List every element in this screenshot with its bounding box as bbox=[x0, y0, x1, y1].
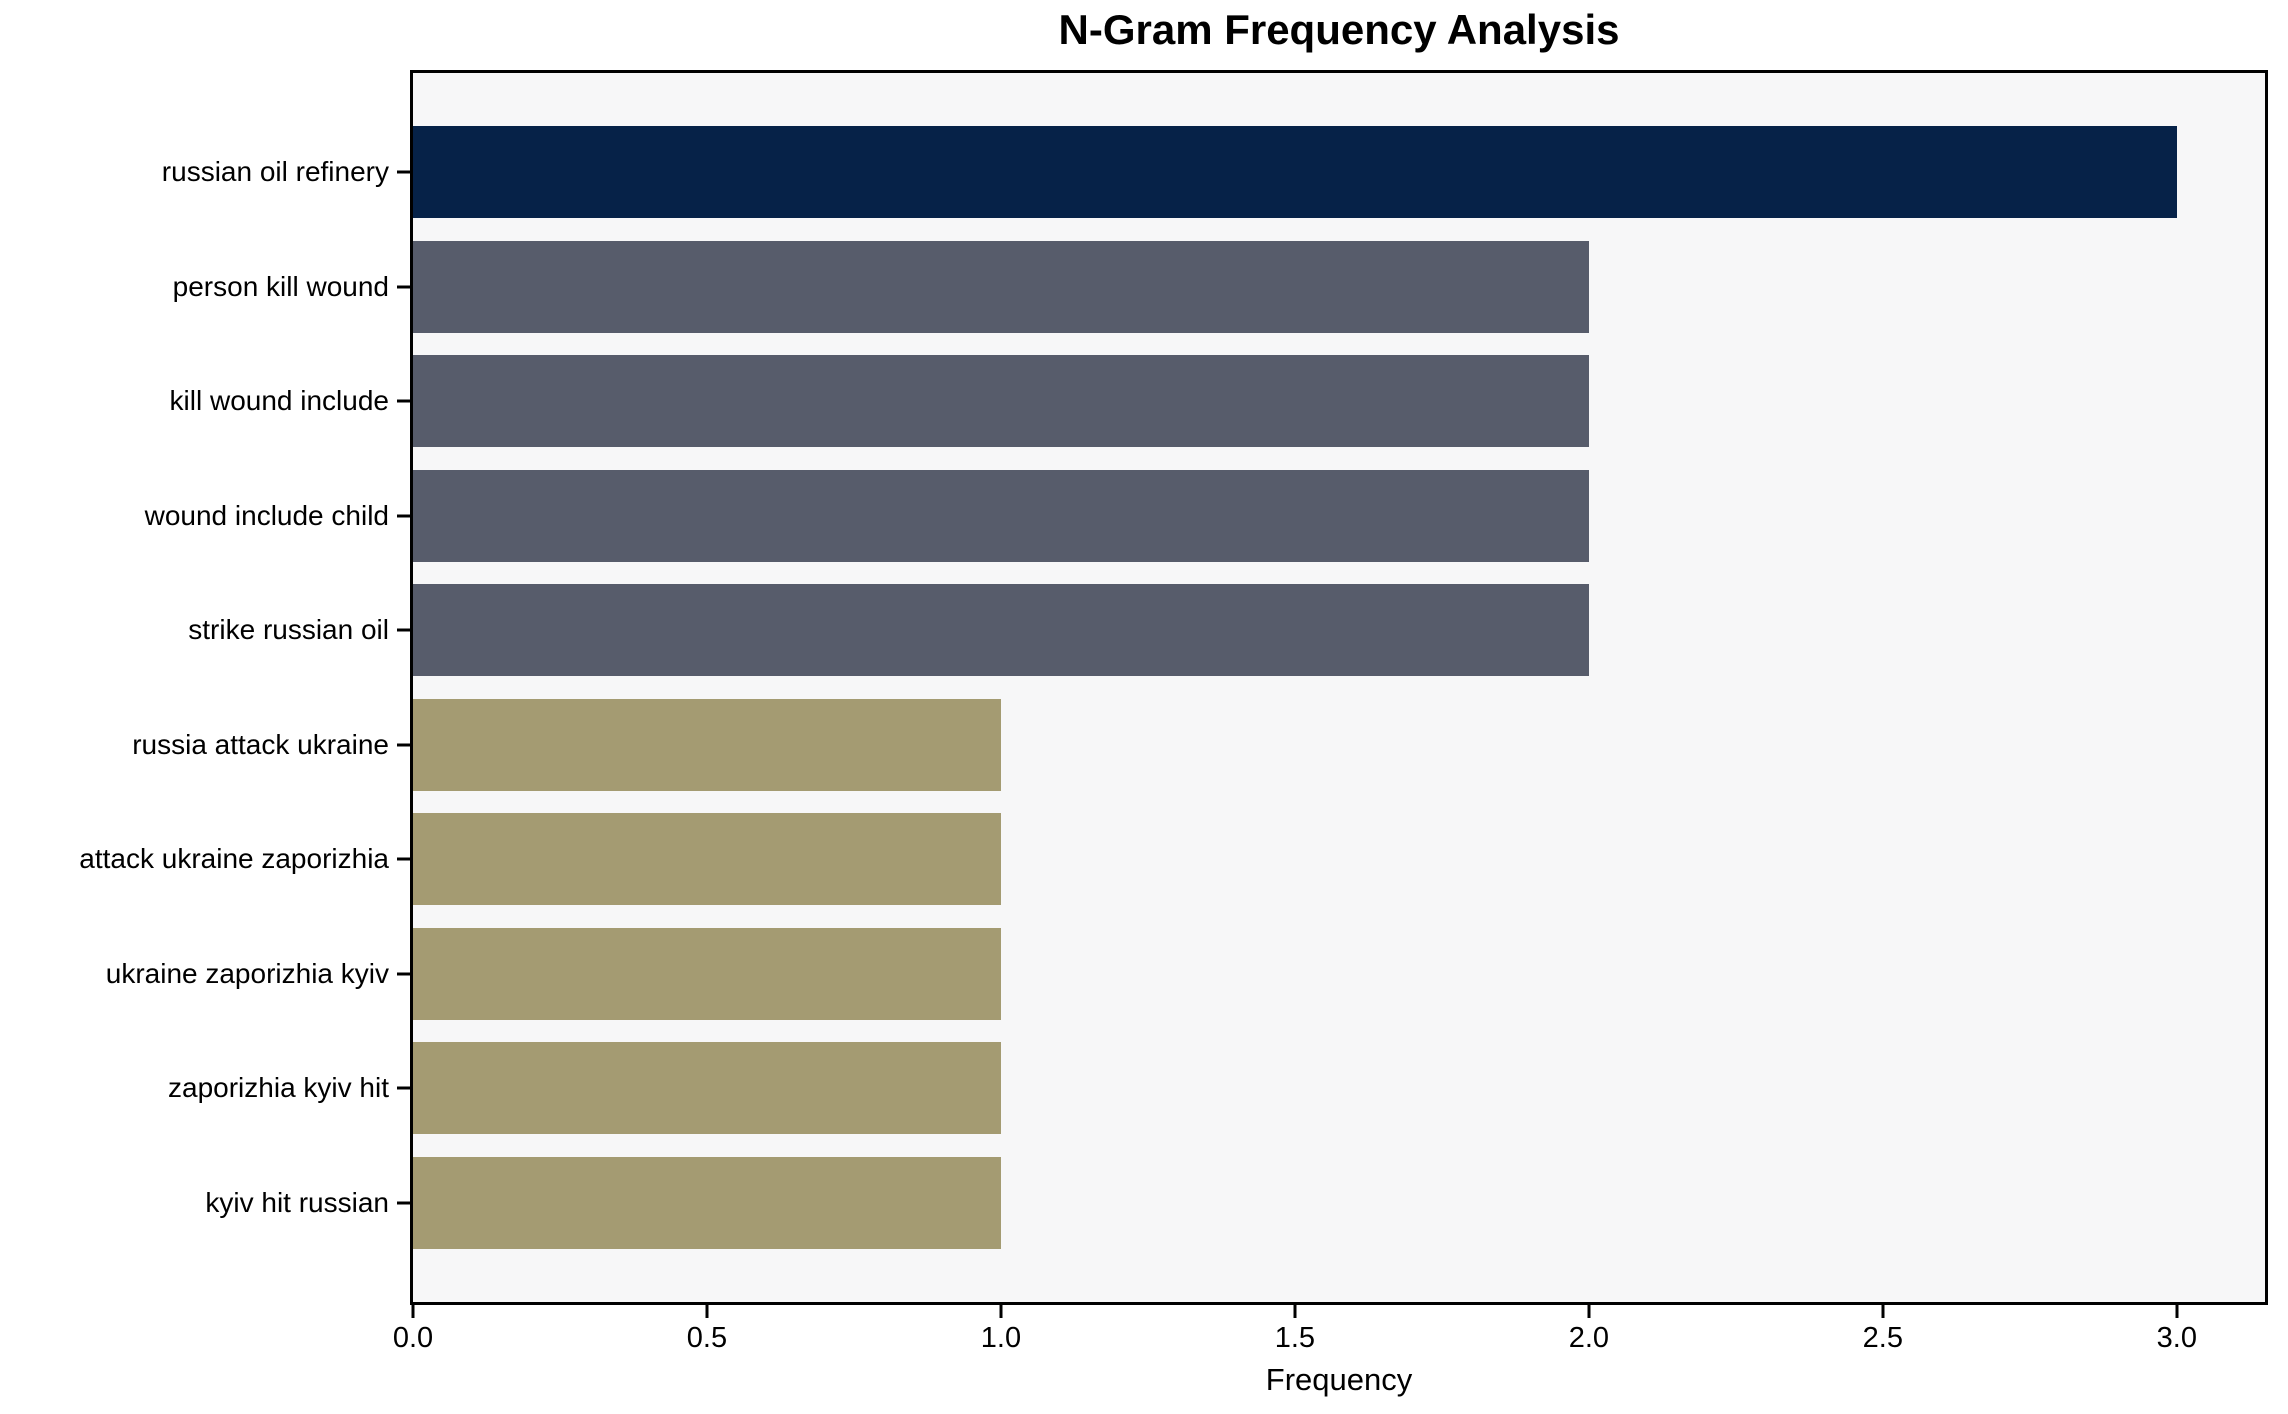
bar-zaporizhia-kyiv-hit bbox=[413, 1042, 1001, 1135]
y-tick-mark bbox=[397, 1086, 410, 1090]
y-tick-mark bbox=[397, 285, 410, 289]
x-tick-label-1.0: 1.0 bbox=[980, 1322, 1022, 1354]
y-tick-label-zaporizhia-kyiv-hit: zaporizhia kyiv hit bbox=[168, 1072, 389, 1104]
bar-wound-include-child bbox=[413, 469, 1589, 562]
x-axis-label: Frequency bbox=[1265, 1362, 1413, 1397]
y-tick-label-ukraine-zaporizhia-kyiv: ukraine zaporizhia kyiv bbox=[105, 957, 389, 989]
x-tick-mark bbox=[411, 1305, 415, 1318]
bar-person-kill-wound bbox=[413, 240, 1589, 333]
x-tick-mark bbox=[999, 1305, 1003, 1318]
bar-kyiv-hit-russian bbox=[413, 1157, 1001, 1249]
y-tick-mark bbox=[397, 743, 410, 747]
x-tick-label-2.5: 2.5 bbox=[1862, 1322, 1903, 1354]
x-tick-mark bbox=[1881, 1305, 1885, 1318]
y-tick-mark bbox=[397, 857, 410, 861]
y-tick-mark bbox=[397, 399, 410, 403]
y-tick-label-russia-attack-ukraine: russia attack ukraine bbox=[132, 728, 389, 760]
y-tick-mark bbox=[397, 972, 410, 976]
y-tick-label-strike-russian-oil: strike russian oil bbox=[188, 614, 389, 646]
x-tick-mark bbox=[705, 1305, 709, 1318]
x-tick-mark bbox=[1587, 1305, 1591, 1318]
bar-attack-ukraine-zaporizhia bbox=[413, 813, 1001, 906]
x-tick-mark bbox=[2175, 1305, 2179, 1318]
y-tick-label-wound-include-child: wound include child bbox=[144, 499, 389, 531]
bar-ukraine-zaporizhia-kyiv bbox=[413, 927, 1001, 1020]
y-tick-label-person-kill-wound: person kill wound bbox=[172, 270, 389, 302]
y-tick-label-kill-wound-include: kill wound include bbox=[169, 385, 389, 417]
x-tick-label-0.0: 0.0 bbox=[392, 1322, 434, 1354]
y-tick-mark bbox=[397, 170, 410, 174]
x-tick-mark bbox=[1293, 1305, 1297, 1318]
bar-strike-russian-oil bbox=[413, 584, 1589, 677]
x-tick-label-0.5: 0.5 bbox=[686, 1322, 728, 1354]
x-tick-label-2.0: 2.0 bbox=[1568, 1322, 1610, 1354]
bar-russia-attack-ukraine bbox=[413, 698, 1001, 791]
y-tick-label-russian-oil-refinery: russian oil refinery bbox=[161, 156, 389, 187]
y-tick-mark bbox=[397, 514, 410, 518]
plot-area bbox=[410, 70, 2268, 1305]
bar-kill-wound-include bbox=[413, 355, 1589, 448]
bar-russian-oil-refinery bbox=[413, 126, 2177, 218]
x-tick-label-1.5: 1.5 bbox=[1274, 1322, 1316, 1354]
y-tick-label-kyiv-hit-russian: kyiv hit russian bbox=[205, 1187, 389, 1218]
y-tick-mark bbox=[397, 628, 410, 632]
y-tick-mark bbox=[397, 1201, 410, 1205]
x-tick-label-3.0: 3.0 bbox=[2156, 1322, 2197, 1354]
chart-title: N-Gram Frequency Analysis bbox=[1058, 6, 1620, 53]
y-tick-label-attack-ukraine-zaporizhia: attack ukraine zaporizhia bbox=[79, 843, 389, 875]
